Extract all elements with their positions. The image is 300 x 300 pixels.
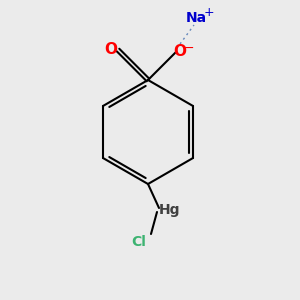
Text: Cl: Cl — [132, 235, 146, 249]
Text: Na: Na — [185, 11, 207, 25]
Text: +: + — [204, 7, 214, 20]
Text: −: − — [184, 41, 194, 55]
Text: O: O — [104, 41, 118, 56]
Text: O: O — [173, 44, 187, 59]
Text: Hg: Hg — [159, 203, 181, 217]
